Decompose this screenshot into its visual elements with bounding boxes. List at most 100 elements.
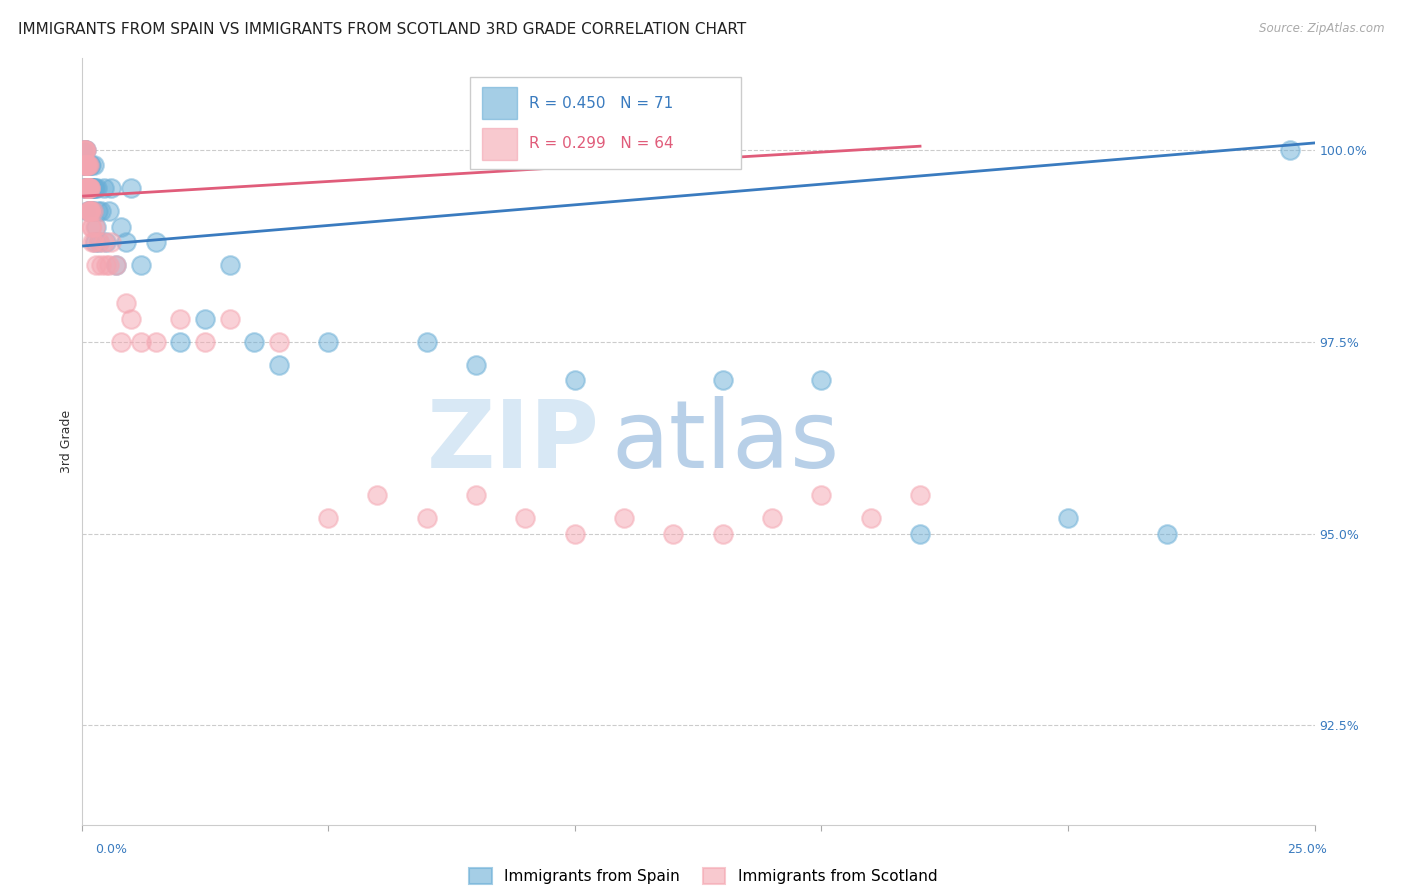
Point xyxy=(80,204,103,219)
Point xyxy=(82,181,104,195)
Point xyxy=(82,204,104,219)
Text: IMMIGRANTS FROM SPAIN VS IMMIGRANTS FROM SCOTLAND 3RD GRADE CORRELATION CHART: IMMIGRANTS FROM SPAIN VS IMMIGRANTS FROM… xyxy=(18,22,747,37)
Point xyxy=(90,258,112,272)
Text: 0.0%: 0.0% xyxy=(96,843,128,855)
Point xyxy=(366,488,388,502)
Point xyxy=(82,204,104,219)
Point xyxy=(76,143,98,157)
Point xyxy=(76,181,98,195)
Point xyxy=(77,204,100,219)
Point xyxy=(79,181,101,195)
Legend: Immigrants from Spain, Immigrants from Scotland: Immigrants from Spain, Immigrants from S… xyxy=(468,869,938,884)
Point xyxy=(79,204,101,219)
Point xyxy=(105,258,128,272)
Point xyxy=(76,158,98,172)
Point xyxy=(169,311,191,326)
Point xyxy=(79,181,101,195)
Point xyxy=(908,488,931,502)
Point xyxy=(194,334,217,349)
Point xyxy=(100,235,122,249)
Point xyxy=(169,334,191,349)
Point xyxy=(79,158,101,172)
Point xyxy=(97,204,120,219)
Point xyxy=(267,334,290,349)
Point xyxy=(75,158,97,172)
Point xyxy=(73,143,96,157)
Point xyxy=(145,334,167,349)
Point xyxy=(110,334,132,349)
Point xyxy=(83,158,105,172)
Point xyxy=(416,334,439,349)
Point xyxy=(75,143,97,157)
Point xyxy=(810,373,832,387)
Point xyxy=(76,181,98,195)
Y-axis label: 3rd Grade: 3rd Grade xyxy=(60,410,73,473)
Text: 25.0%: 25.0% xyxy=(1288,843,1327,855)
Point xyxy=(75,158,97,172)
Point xyxy=(711,526,734,541)
Point xyxy=(76,158,98,172)
Point xyxy=(77,181,100,195)
Point xyxy=(79,181,101,195)
Point xyxy=(316,334,339,349)
Point xyxy=(84,235,107,249)
Point xyxy=(75,158,97,172)
Point xyxy=(110,219,132,234)
Point xyxy=(73,143,96,157)
Point xyxy=(77,181,100,195)
Point xyxy=(194,311,217,326)
Text: ZIP: ZIP xyxy=(426,395,599,488)
Point xyxy=(80,181,103,195)
Text: atlas: atlas xyxy=(612,395,839,488)
Point xyxy=(82,181,104,195)
Point xyxy=(613,511,636,525)
Point xyxy=(316,511,339,525)
Point xyxy=(77,181,100,195)
Point xyxy=(77,158,100,172)
Point xyxy=(465,488,488,502)
Point xyxy=(100,181,122,195)
Point xyxy=(218,311,240,326)
Point xyxy=(93,181,115,195)
Point xyxy=(77,158,100,172)
Point xyxy=(115,235,138,249)
Point xyxy=(96,258,118,272)
Point xyxy=(75,181,97,195)
Point xyxy=(79,204,101,219)
Point xyxy=(80,219,103,234)
FancyBboxPatch shape xyxy=(482,87,517,120)
Point xyxy=(83,219,105,234)
Text: R = 0.450   N = 71: R = 0.450 N = 71 xyxy=(529,95,673,111)
Point xyxy=(73,181,96,195)
Point xyxy=(859,511,882,525)
Point xyxy=(82,235,104,249)
Point xyxy=(129,258,152,272)
Point xyxy=(76,158,98,172)
Point xyxy=(1156,526,1178,541)
Point xyxy=(83,181,105,195)
Point xyxy=(83,181,105,195)
Point xyxy=(76,158,98,172)
Point xyxy=(105,258,128,272)
Point xyxy=(1057,511,1080,525)
Point xyxy=(79,181,101,195)
Point xyxy=(243,334,266,349)
FancyBboxPatch shape xyxy=(470,77,741,169)
Point xyxy=(86,219,108,234)
Point xyxy=(75,181,97,195)
Point xyxy=(80,181,103,195)
Point xyxy=(86,181,108,195)
Point xyxy=(96,235,118,249)
Point xyxy=(120,311,142,326)
Point xyxy=(115,296,138,310)
Point xyxy=(564,373,586,387)
Text: Source: ZipAtlas.com: Source: ZipAtlas.com xyxy=(1260,22,1385,36)
Point xyxy=(1402,373,1406,387)
Point xyxy=(80,219,103,234)
Point xyxy=(73,158,96,172)
Point xyxy=(77,204,100,219)
Point xyxy=(76,181,98,195)
Point xyxy=(662,526,685,541)
Point xyxy=(79,181,101,195)
Text: R = 0.299   N = 64: R = 0.299 N = 64 xyxy=(529,136,673,152)
